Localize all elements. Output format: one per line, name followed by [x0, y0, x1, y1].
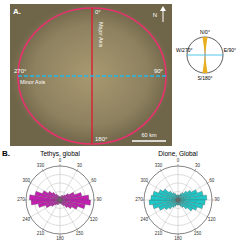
scale-bar-label: 60 km [142, 132, 157, 138]
angle-tick-label: 120 [208, 217, 216, 222]
angle-label: 180° [95, 136, 108, 142]
angle-label: 270° [14, 68, 27, 74]
angular-grid [178, 200, 207, 217]
angle-tick-label: 300 [140, 178, 148, 183]
compass-label: S/180° [197, 75, 212, 81]
rose-petal [31, 200, 60, 205]
angular-grid [178, 183, 207, 200]
figure-svg: A. 0° 90° 180° 270° Minor Axis Major Axis N 60 k… [0, 0, 238, 245]
rose-petal [178, 200, 193, 211]
angular-grid [31, 200, 60, 217]
rose-chart: 0 30 60 90 120 150 180 210 240 270 300 330 [135, 158, 220, 241]
angle-tick [42, 169, 43, 171]
angle-tick-label: 30 [195, 163, 201, 168]
angle-tick-label: 150 [76, 231, 84, 236]
figure: A. 0° 90° 180° 270° Minor Axis Major Axis N 60 k… [0, 0, 238, 245]
rose-petal [60, 200, 72, 209]
angular-grid [178, 200, 179, 234]
angle-tick-label: 240 [22, 217, 30, 222]
rose-petal [35, 191, 60, 200]
rose-chart: 0 30 60 90 120 150 180 210 240 270 300 330 [17, 158, 102, 241]
angle-tick-label: 210 [37, 231, 45, 236]
angle-label: 90° [154, 68, 164, 74]
north-arrow-head [160, 6, 166, 11]
angle-tick [160, 169, 161, 171]
angle-tick-label: 90 [96, 197, 102, 202]
rose-petal [60, 195, 89, 200]
panel-label: B. [2, 149, 10, 158]
angle-tick-label: 120 [90, 217, 98, 222]
angle-tick-label: 60 [209, 178, 215, 183]
radial-range [144, 166, 212, 234]
compass-wedge [203, 37, 208, 55]
crater-image [10, 4, 172, 146]
angular-grid [60, 183, 89, 200]
rose-petal [60, 200, 85, 209]
rose-petal [48, 191, 60, 200]
crater-ellipse [18, 8, 166, 144]
angle-label: 0° [95, 9, 101, 15]
angular-grid [60, 166, 61, 200]
rose-petal [42, 191, 60, 200]
angle-tick-label: 180 [174, 236, 182, 241]
panel-a: A. 0° 90° 180° 270° Minor Axis Major Axis N 60 k… [10, 4, 172, 146]
angular-grid [178, 166, 179, 200]
angle-tick-label: 270 [135, 197, 143, 202]
angle-tick [77, 169, 78, 171]
angle-tick-label: 150 [194, 231, 202, 236]
compass-label: W/270° [176, 47, 192, 53]
rose-petal [163, 189, 178, 200]
chart-title: Tethys, global [40, 150, 80, 158]
angle-tick-label: 60 [91, 178, 97, 183]
minor-axis-line [18, 75, 166, 76]
angle-tick-label: 90 [214, 197, 220, 202]
angle-tick-label: 330 [37, 163, 45, 168]
angle-tick [60, 164, 61, 166]
angle-tick-label: 270 [17, 197, 25, 202]
angle-tick [178, 164, 179, 166]
north-label: N [153, 12, 157, 18]
angle-tick-label: 330 [155, 163, 163, 168]
center-dot [58, 198, 62, 202]
rose-petal [178, 200, 197, 210]
angle-tick-label: 300 [22, 178, 30, 183]
radial-grid [26, 166, 94, 234]
rose-petal [149, 200, 178, 205]
radial-range [26, 166, 94, 234]
angular-grid [149, 200, 178, 217]
scale-bar [132, 140, 166, 142]
angle-tick-label: 210 [155, 231, 163, 236]
compass-label: N/0° [200, 29, 210, 35]
compass: N/0° E/90° S/180° W/270° [176, 29, 236, 81]
compass-label: E/90° [224, 47, 236, 53]
petals [29, 191, 90, 210]
radial-grid [144, 166, 212, 234]
chart-title: Dione, Global [158, 150, 198, 157]
angle-tick-label: 30 [77, 163, 83, 168]
major-axis-label: Major Axis [98, 22, 104, 48]
rose-petal [178, 195, 207, 200]
rose-petal [159, 190, 178, 200]
compass-wedge [203, 55, 208, 73]
panel-label: A. [13, 7, 21, 16]
rose-petal [60, 200, 78, 209]
angle-tick-label: 0 [59, 158, 62, 163]
minor-axis-label: Minor Axis [20, 79, 46, 85]
angle-tick-label: 180 [56, 236, 64, 241]
angular-grid [60, 200, 61, 234]
angle-tick-label: 240 [140, 217, 148, 222]
compass-circle [187, 37, 223, 73]
center-dot [176, 198, 180, 202]
angle-tick [195, 169, 196, 171]
angle-tick-label: 0 [177, 158, 180, 163]
angular-grid [149, 183, 178, 200]
petals [149, 189, 207, 211]
